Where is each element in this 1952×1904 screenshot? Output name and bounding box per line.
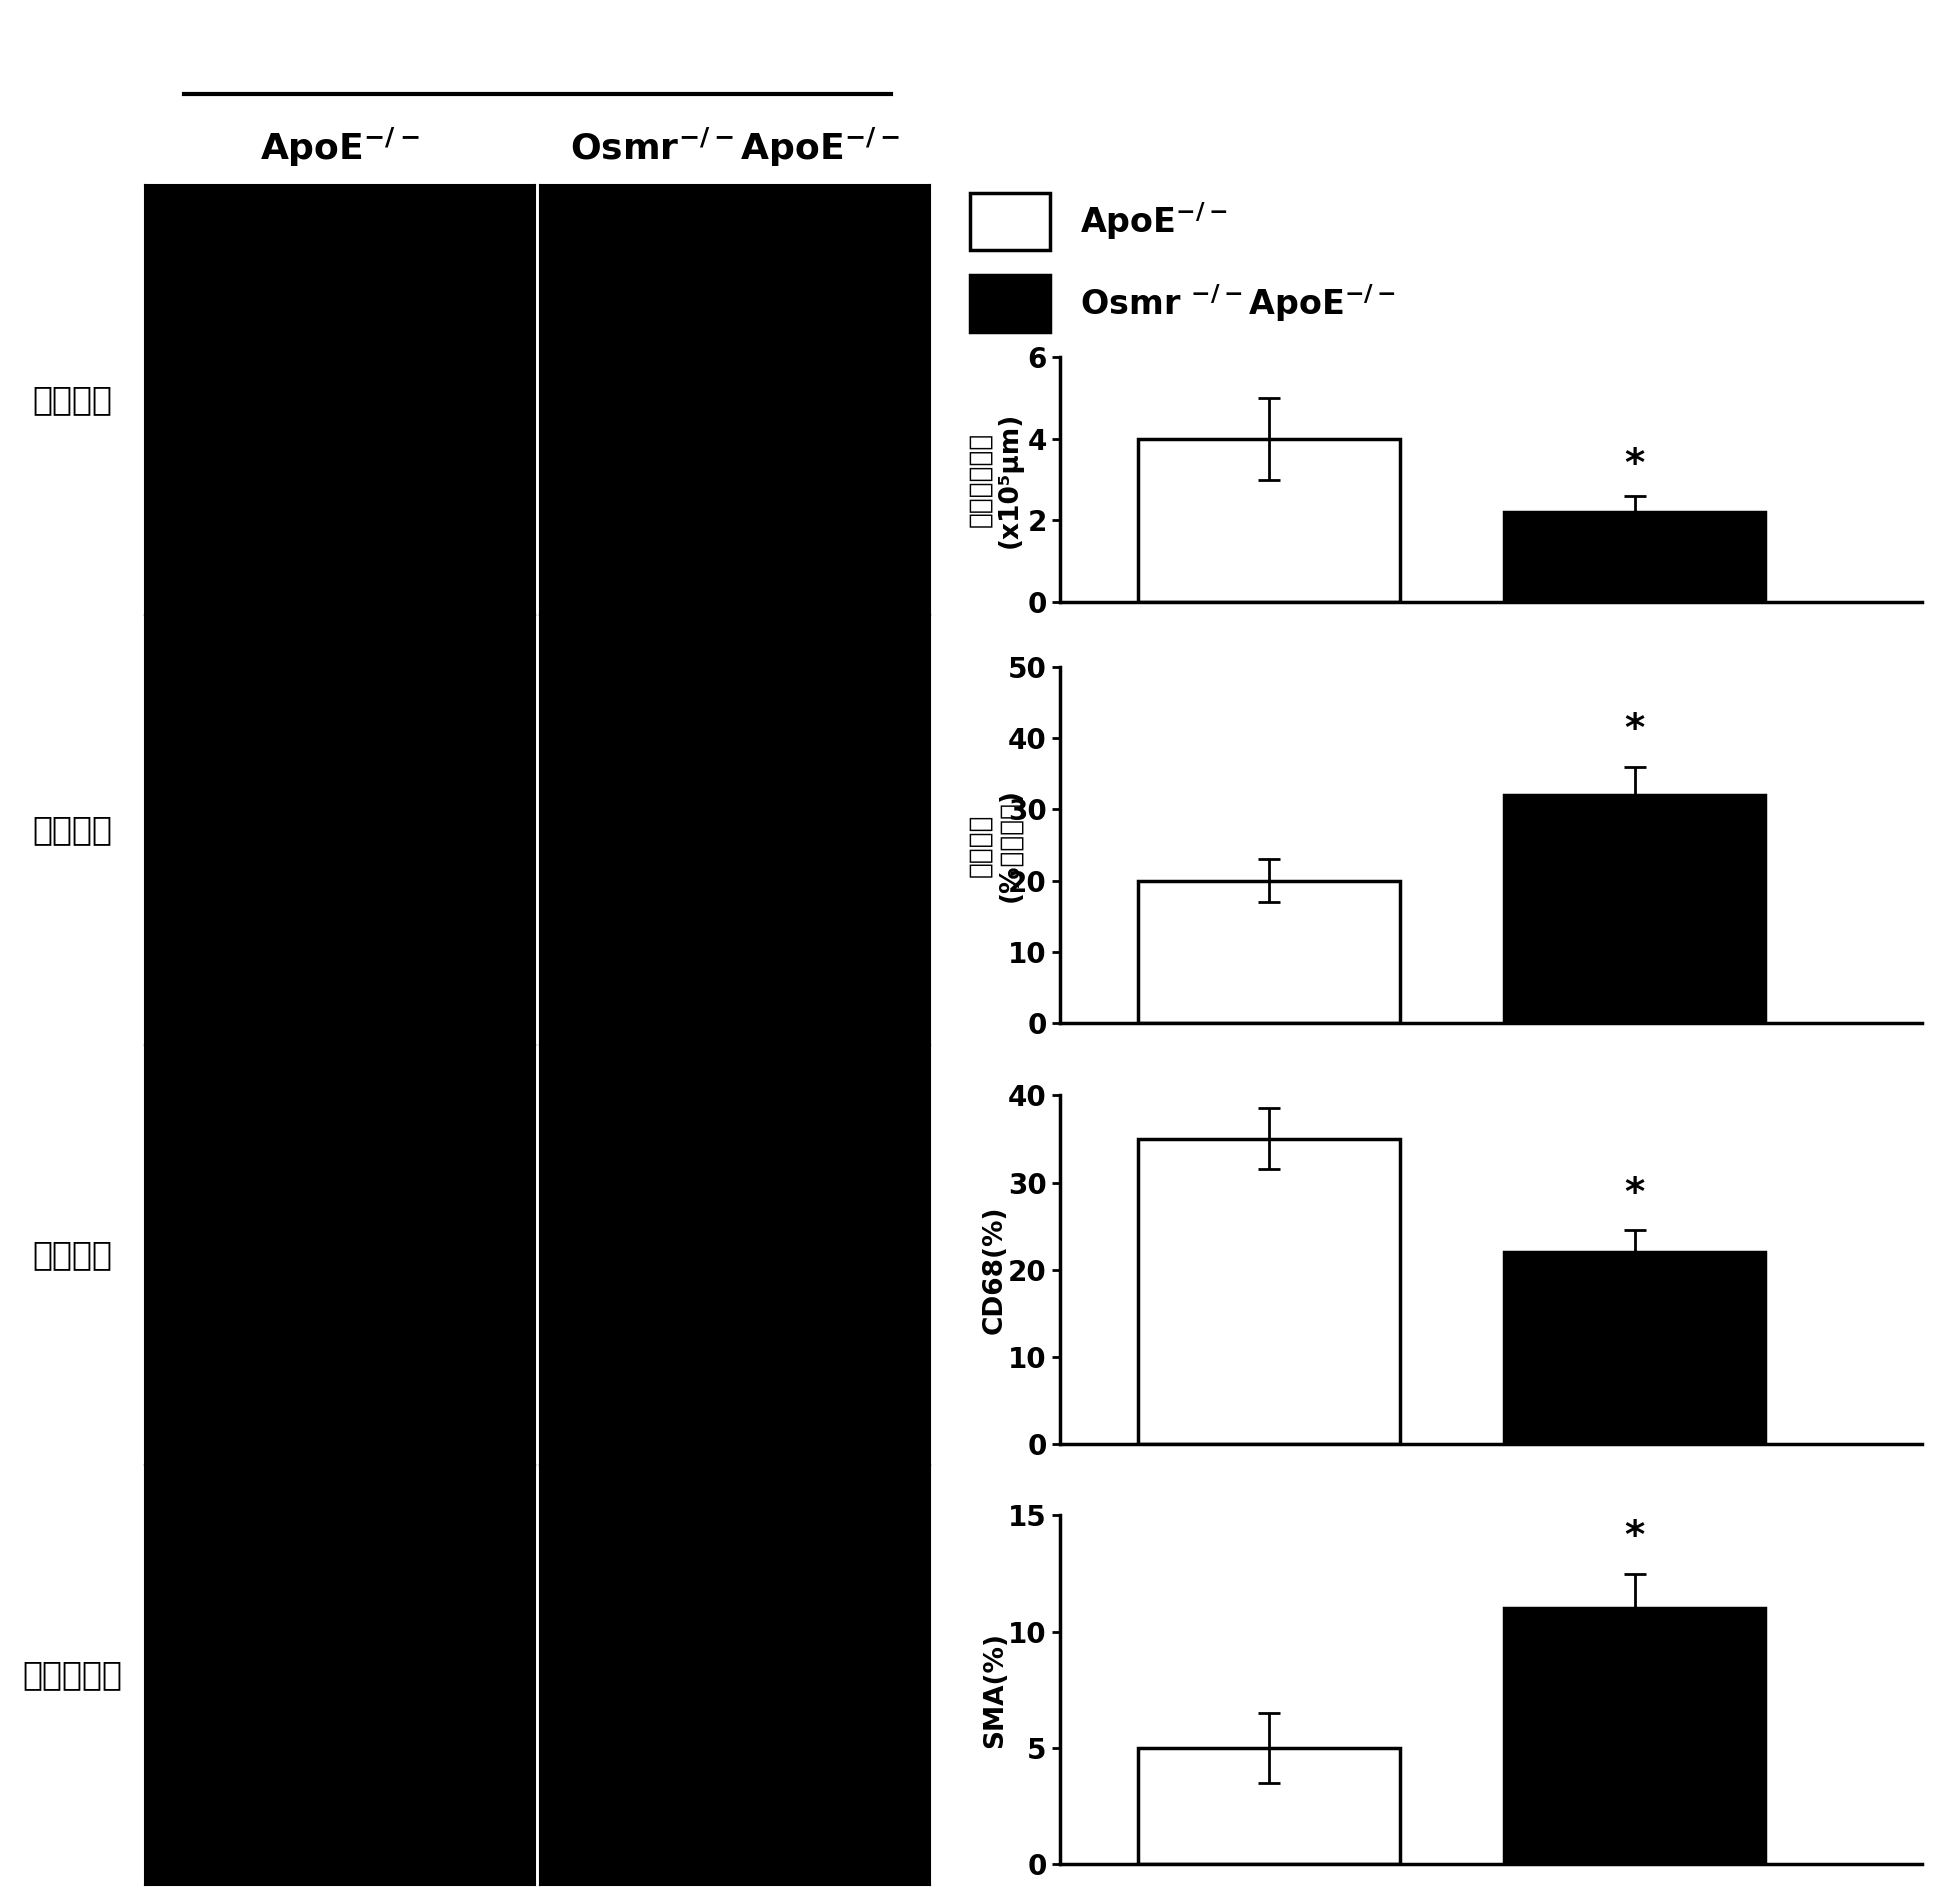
Bar (1138, 1748, 1400, 1864)
Bar (1505, 1253, 1765, 1443)
Text: 巨噬细胞: 巨噬细胞 (33, 1238, 113, 1272)
Text: *: * (1624, 446, 1646, 484)
Text: CD68(%): CD68(%) (982, 1205, 1007, 1335)
Text: $\mathbf{ApoE^{-/-}}$: $\mathbf{ApoE^{-/-}}$ (1079, 200, 1228, 242)
Bar (1505, 512, 1765, 602)
Text: 坏死中心面积
(x10⁵μm): 坏死中心面积 (x10⁵μm) (966, 411, 1023, 548)
Text: *: * (1624, 1517, 1646, 1556)
Text: $\mathbf{Osmr^{-/-}ApoE^{-/-}}$: $\mathbf{Osmr^{-/-}ApoE^{-/-}}$ (570, 126, 900, 169)
Bar (1505, 796, 1765, 1024)
Bar (970, 192, 1050, 249)
Bar (970, 274, 1050, 331)
Text: $\mathbf{ApoE^{-/-}}$: $\mathbf{ApoE^{-/-}}$ (260, 126, 420, 169)
Bar (1138, 438, 1400, 602)
Text: $\mathbf{Osmr\ ^{-/-}ApoE^{-/-}}$: $\mathbf{Osmr\ ^{-/-}ApoE^{-/-}}$ (1079, 282, 1396, 324)
Text: 平滑肌细胞: 平滑肌细胞 (23, 1658, 123, 1691)
Text: 胶原比例
(%斤块面积): 胶原比例 (%斤块面积) (966, 788, 1023, 902)
Text: 胶原成分: 胶原成分 (33, 813, 113, 847)
Text: SMA(%): SMA(%) (982, 1632, 1007, 1748)
Text: 坏死中心: 坏死中心 (33, 383, 113, 417)
Text: *: * (1624, 1175, 1646, 1213)
Bar (1505, 1609, 1765, 1864)
Text: *: * (1624, 710, 1646, 748)
Bar (1138, 882, 1400, 1024)
Bar (1138, 1139, 1400, 1443)
